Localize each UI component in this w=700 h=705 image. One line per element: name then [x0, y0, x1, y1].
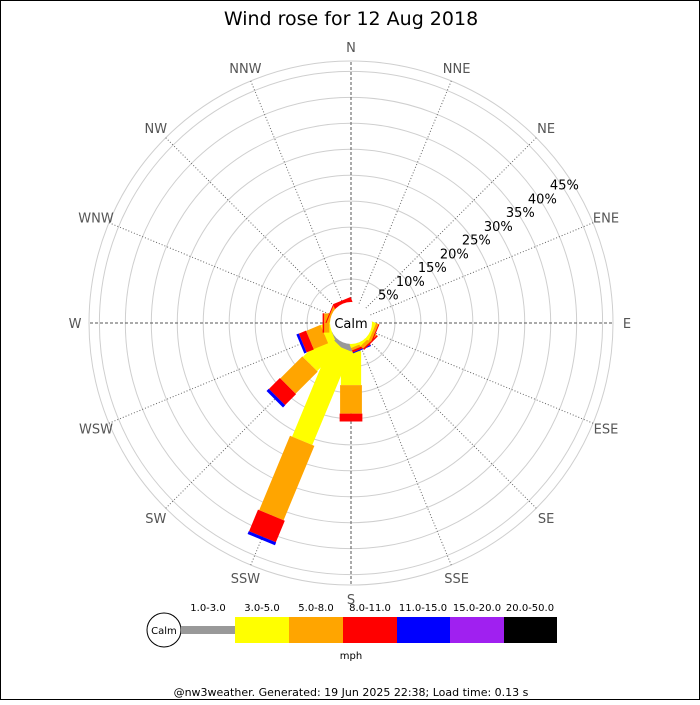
bar-SSW-1 — [292, 343, 352, 446]
direction-label-WNW: WNW — [78, 211, 114, 226]
footer-text: @nw3weather. Generated: 19 Jun 2025 22:3… — [174, 686, 529, 699]
bar-SW-1 — [302, 333, 341, 372]
legend-swatch-3.0-5.0 — [235, 617, 289, 643]
legend-swatch-20.0-50.0 — [504, 617, 557, 643]
direction-label-W: W — [69, 317, 82, 332]
grid-ring — [202, 174, 500, 472]
calm-label: Calm — [334, 317, 367, 332]
radial-tick-label: 40% — [528, 192, 557, 207]
direction-label-ENE: ENE — [593, 211, 619, 226]
legend-bin-label: 20.0-50.0 — [506, 603, 554, 614]
wind-bars — [247, 296, 380, 546]
bar-WSW-2 — [306, 324, 329, 350]
grid-spoke — [165, 137, 339, 311]
bar-S-2 — [340, 385, 362, 414]
grid-ring — [228, 200, 474, 446]
legend-bin-label: 8.0-11.0 — [349, 603, 391, 614]
radial-tick-labels: 5%10%15%20%25%30%35%40%45% — [378, 179, 579, 304]
bar-SW-3 — [268, 377, 297, 406]
radial-tick-label: 10% — [396, 275, 425, 290]
radial-tick-label: 20% — [440, 247, 469, 262]
speed-legend: Calm 1.0-3.0 3.0-5.0 5.0-8.0 8.0-11.0 11.0-15… — [146, 603, 557, 662]
grid-spoke — [357, 339, 452, 566]
direction-label-N: N — [346, 41, 356, 56]
direction-label-WSW: WSW — [79, 423, 113, 438]
direction-label-NE: NE — [537, 122, 555, 137]
bar-ESE-2 — [368, 322, 379, 342]
radial-tick-label: 30% — [484, 220, 513, 235]
direction-label-E: E — [623, 317, 631, 332]
legend-swatch-5.0-8.0 — [289, 617, 343, 643]
legend-swatch-8.0-11.0 — [343, 617, 397, 643]
legend-calm-label: Calm — [151, 626, 177, 637]
polar-grid — [88, 60, 614, 586]
direction-label-NNW: NNW — [229, 62, 261, 77]
direction-labels: N NNE NE ENE E ESE SE SSE S SSW SW WSW W WNW NW NNW — [69, 41, 632, 608]
grid-outer-ring — [88, 60, 614, 586]
legend-swatch-15.0-20.0 — [450, 617, 504, 643]
legend-unit-label: mph — [340, 651, 362, 662]
bar-NNW-3 — [332, 296, 353, 310]
bar-SSW-2 — [259, 435, 315, 521]
legend-bin-label: 1.0-3.0 — [190, 603, 225, 614]
radial-tick-label: 15% — [418, 261, 447, 276]
legend-swatch-11.0-15.0 — [397, 617, 450, 643]
direction-label-NNE: NNE — [443, 62, 471, 77]
legend-bin-label: 5.0-8.0 — [298, 603, 333, 614]
direction-label-NW: NW — [145, 122, 168, 137]
bar-WSW-3 — [298, 330, 314, 353]
radial-tick-label: 45% — [550, 179, 579, 194]
bar-WSW-4 — [296, 333, 307, 354]
direction-label-SSW: SSW — [231, 572, 261, 587]
bar-WNW-3 — [325, 305, 334, 324]
direction-label-ESE: ESE — [594, 423, 619, 438]
grid-spoke — [108, 222, 335, 317]
bar-S-3 — [339, 413, 363, 422]
bar-W-3 — [322, 313, 325, 333]
direction-label-SE: SE — [538, 512, 554, 527]
direction-label-SW: SW — [145, 512, 166, 527]
bar-WNW-2 — [326, 305, 337, 325]
bar-SW-2 — [280, 356, 318, 394]
bar-SW-4 — [266, 388, 286, 408]
legend-bin-label: 3.0-5.0 — [244, 603, 279, 614]
grid-spoke — [367, 329, 594, 424]
chart-title: Wind rose for 12 Aug 2018 — [224, 8, 478, 30]
grid-spoke — [363, 335, 537, 509]
legend-swatch-1.0-3.0 — [181, 626, 235, 634]
grid-spoke — [250, 80, 345, 307]
direction-label-S: S — [347, 593, 355, 608]
calm-center: Calm — [330, 302, 372, 344]
radial-tick-label: 5% — [378, 289, 399, 304]
bar-ESE-1 — [364, 321, 377, 341]
radial-tick-label: 35% — [506, 206, 535, 221]
bar-SE-3 — [363, 335, 378, 350]
radial-tick-label: 25% — [462, 234, 491, 249]
bar-SSW-4 — [247, 531, 277, 546]
grid-ring — [98, 70, 604, 576]
bar-ESE-3 — [371, 323, 380, 343]
legend-bin-label: 11.0-15.0 — [399, 603, 447, 614]
bar-SSW-3 — [249, 509, 285, 543]
direction-label-SSE: SSE — [444, 572, 469, 587]
legend-bin-label: 15.0-20.0 — [453, 603, 501, 614]
